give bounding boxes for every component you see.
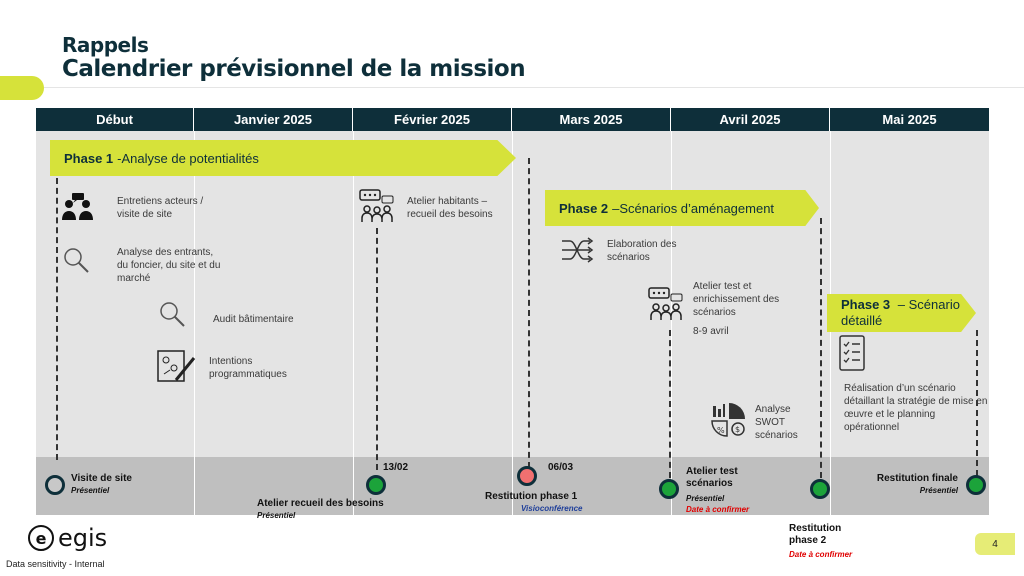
drawing-icon	[156, 348, 196, 384]
phase-2-label: Phase 2	[559, 200, 609, 216]
column-divider	[671, 131, 672, 515]
milestone-restitution1-date: 06/03	[548, 462, 574, 473]
milestone-restitution1-marker	[517, 466, 537, 486]
data-sensitivity-label: Data sensitivity - Internal	[6, 559, 105, 569]
meeting-icon	[60, 192, 96, 224]
column-divider	[353, 131, 354, 515]
milestone-visite-label: Visite de site	[71, 473, 132, 484]
milestone-restitution2-label: Restitution phase 2	[789, 523, 842, 546]
phase-3-separator: –	[894, 297, 909, 312]
milestone-atelier-test-marker	[659, 479, 679, 499]
activity-audit: Audit bâtimentaire	[213, 314, 294, 325]
phase-2-separator: –	[612, 200, 620, 216]
milestone-atelier-recueil-date: 13/02	[383, 462, 409, 473]
page-number: 4	[975, 533, 1015, 555]
milestone-visite-marker	[45, 475, 65, 495]
egis-logo: e egis	[28, 524, 107, 552]
group-chat-icon	[647, 286, 685, 322]
dashed-connector	[976, 330, 978, 476]
column-header-debut: Début	[36, 108, 194, 131]
phase-3-title: Scénario détaillé	[841, 297, 960, 328]
dashed-connector	[820, 218, 822, 478]
phase-1-title: Analyse de potentialités	[121, 150, 259, 166]
checklist-icon	[838, 334, 868, 372]
milestone-restitution2-marker	[810, 479, 830, 499]
activity-analyse-swot: Analyse SWOT scénarios	[755, 404, 798, 441]
column-header-mars: Mars 2025	[512, 108, 671, 131]
phase-1-arrow: Phase 1 - Analyse de potentialités	[50, 140, 516, 176]
milestone-atelier-recueil-mode: Présentiel	[257, 511, 296, 520]
column-header-janvier: Janvier 2025	[194, 108, 353, 131]
milestone-restitution-finale-mode: Présentiel	[919, 486, 958, 495]
phase-3-arrow: Phase 3 – Scénario détaillé	[827, 294, 976, 332]
activity-intentions: Intentions programmatiques	[209, 356, 287, 380]
activity-realisation: Réalisation d’un scénario détaillant la …	[844, 383, 988, 433]
svg-text:%: %	[717, 426, 725, 435]
column-header-avril: Avril 2025	[671, 108, 830, 131]
milestone-atelier-recueil-marker	[366, 475, 386, 495]
activity-elaboration: Elaboration des scénarios	[607, 239, 677, 263]
phase-2-title: Scénarios d’aménagement	[619, 200, 775, 216]
magnifier-icon	[62, 246, 90, 274]
milestone-atelier-test-mode: Présentiel	[686, 494, 725, 503]
activity-atelier-habitants: Atelier habitants – recueil des besoins	[407, 196, 493, 220]
milestone-restitution-finale-label: Restitution finale	[876, 473, 958, 484]
column-header-mai: Mai 2025	[830, 108, 989, 131]
activity-atelier-test-date: 8-9 avril	[693, 326, 729, 337]
milestone-visite-mode: Présentiel	[71, 486, 110, 495]
milestone-restitution-finale-marker	[966, 475, 986, 495]
egis-logo-text: egis	[58, 524, 108, 552]
shuffle-arrows-icon	[560, 236, 596, 264]
activity-atelier-test: Atelier test et enrichissement des scéna…	[693, 281, 780, 318]
title-accent-bar	[0, 76, 44, 100]
milestone-atelier-test-status: Date à confirmer	[686, 505, 750, 514]
phase-3-label: Phase 3	[841, 297, 891, 312]
slide-title-line-1: Rappels	[62, 33, 149, 57]
svg-text:$: $	[735, 425, 740, 434]
dashed-connector	[376, 228, 378, 470]
phase-1-separator: -	[117, 150, 122, 166]
dashed-connector	[528, 158, 530, 468]
dashed-connector	[56, 178, 58, 460]
group-chat-icon	[358, 188, 396, 224]
activity-analyse-entrants: Analyse des entrants, du foncier, du sit…	[117, 247, 221, 284]
swot-analysis-icon: % $	[709, 400, 749, 438]
phase-1-label: Phase 1	[64, 150, 114, 166]
milestone-restitution1-label: Restitution phase 1	[485, 491, 578, 502]
activity-entretiens: Entretiens acteurs / visite de site	[117, 196, 204, 220]
column-divider	[512, 131, 513, 515]
phase-2-arrow: Phase 2 – Scénarios d’aménagement	[545, 190, 819, 226]
slide-title-line-2: Calendrier prévisionnel de la mission	[62, 56, 526, 82]
column-header-fevrier: Février 2025	[353, 108, 512, 131]
title-divider	[44, 87, 1024, 88]
magnifier-icon	[158, 300, 186, 328]
milestone-restitution2-status: Date à confirmer	[789, 550, 853, 559]
egis-logo-mark: e	[28, 525, 54, 551]
milestone-atelier-test-label: Atelier test scénarios	[686, 466, 738, 489]
milestone-atelier-recueil-label: Atelier recueil des besoins	[257, 498, 384, 509]
dashed-connector	[669, 330, 671, 478]
column-divider	[194, 131, 195, 515]
milestone-restitution1-mode: Visioconférence	[521, 504, 583, 513]
